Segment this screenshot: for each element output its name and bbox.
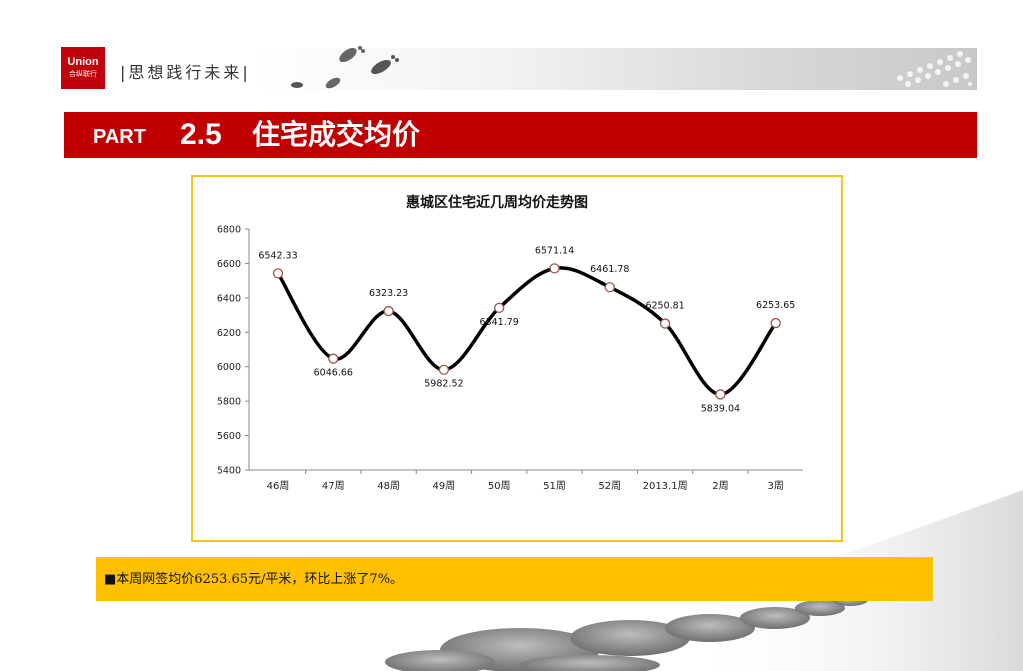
chart-frame (191, 175, 843, 542)
dot-pattern-icon (897, 51, 972, 87)
note-text: ■本周网签均价6253.65元/平米，环比上涨了7%。 (104, 572, 404, 587)
logo-line1: Union (67, 56, 99, 68)
slogan: |思想践行未来| (120, 63, 251, 82)
part-number: 2.5 (180, 118, 222, 151)
footprints-icon (291, 46, 399, 89)
section-title: 住宅成交均价 (252, 118, 421, 151)
note-bar (96, 557, 933, 601)
logo-line2: 合纵联行 (69, 70, 97, 78)
title-bar (64, 112, 977, 158)
part-label: PART (93, 126, 146, 148)
union-logo: Union 合纵联行 (61, 47, 105, 89)
